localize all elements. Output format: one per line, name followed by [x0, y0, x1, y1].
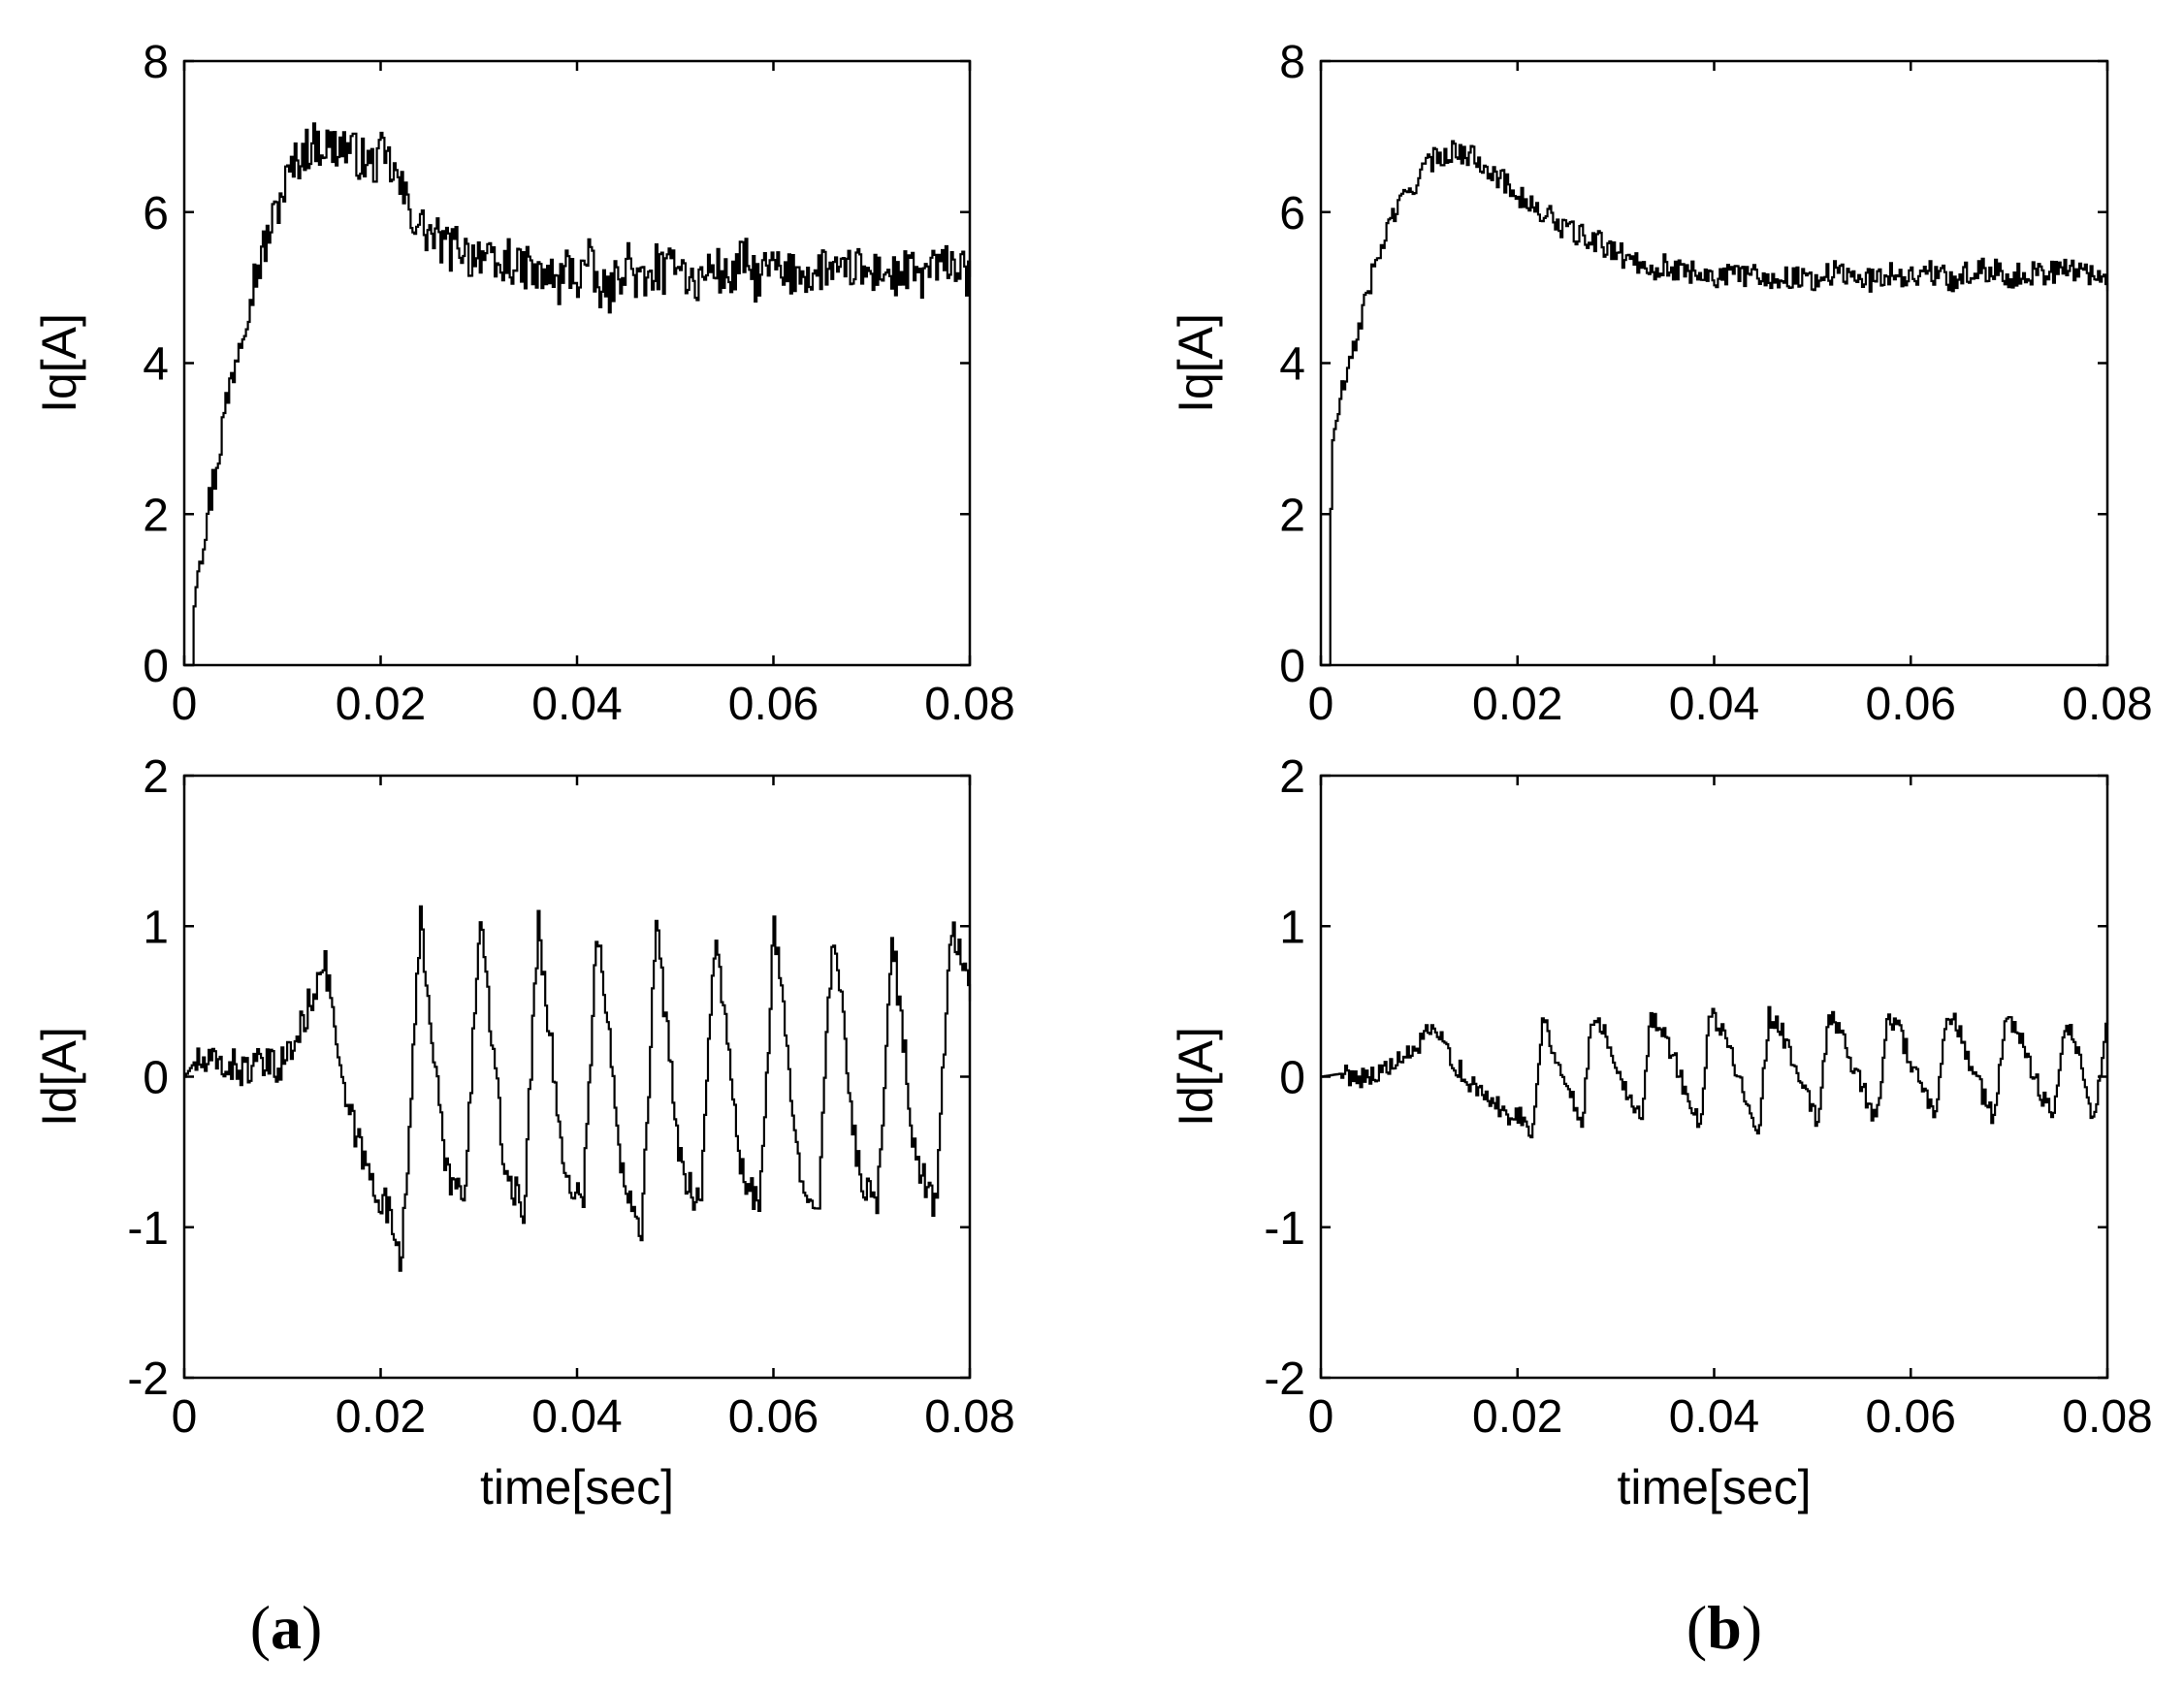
x-tick-label: 0.08 [924, 1391, 1014, 1443]
y-tick-label: -1 [127, 1203, 169, 1255]
y-tick-label: 2 [1279, 490, 1305, 541]
y-tick-label: 2 [1279, 751, 1305, 803]
panel-label-b: (b) [1686, 1593, 1762, 1662]
x-tick-label: 0.04 [531, 1391, 622, 1443]
x-tick-label: 0.04 [1669, 679, 1759, 730]
chart-a-bottom: 0 0.02 0.04 0.06 0.08 -2 -1 0 1 2 Id[A] time[sec] [32, 751, 1015, 1514]
series-line-id [184, 905, 972, 1272]
y-tick-label: 8 [1279, 37, 1305, 88]
y-axis-title: Id[A] [1169, 1027, 1223, 1127]
x-tick-label: 0 [1308, 1391, 1334, 1443]
chart-a-top: 0 0.02 0.04 0.06 0.08 0 2 4 6 8 Iq[A] [32, 37, 1015, 730]
series-line-id [1321, 1005, 2109, 1139]
y-tick-label: 0 [1279, 1053, 1305, 1104]
y-tick-label: 1 [1279, 902, 1305, 953]
y-tick-label: 1 [143, 902, 169, 953]
x-tick-label: 0.08 [924, 679, 1014, 730]
x-tick-label: 0.02 [336, 679, 426, 730]
x-axis-title: time[sec] [480, 1460, 674, 1514]
y-tick-label: 0 [143, 641, 169, 692]
x-tick-label: 0.08 [2062, 679, 2152, 730]
series-line-iq [184, 122, 972, 667]
y-axis-title: Iq[A] [1169, 313, 1223, 413]
plot-frame [1319, 774, 2109, 1380]
y-tick-label: 0 [143, 1053, 169, 1104]
y-axis-title: Id[A] [32, 1027, 86, 1127]
y-axis-title: Iq[A] [32, 313, 86, 413]
y-tick-label: 0 [1279, 641, 1305, 692]
y-tick-label: 2 [143, 490, 169, 541]
y-tick-label: 6 [143, 188, 169, 239]
y-tick-label: -2 [1264, 1354, 1305, 1405]
x-tick-label: 0 [172, 1391, 198, 1443]
x-tick-label: 0.06 [1866, 1391, 1956, 1443]
x-tick-label: 0.08 [2062, 1391, 2152, 1443]
chart-b-top: 0 0.02 0.04 0.06 0.08 0 2 4 6 8 Iq[A] [1169, 37, 2153, 730]
x-tick-label: 0.04 [531, 679, 622, 730]
x-tick-label: 0.06 [728, 1391, 819, 1443]
x-tick-label: 0 [172, 679, 198, 730]
plot-frame [182, 774, 972, 1380]
x-tick-label: 0.04 [1669, 1391, 1759, 1443]
x-tick-label: 0.06 [1866, 679, 1956, 730]
x-tick-label: 0.06 [728, 679, 819, 730]
y-tick-label: 4 [1279, 339, 1305, 391]
y-tick-label: 6 [1279, 188, 1305, 239]
y-tick-label: -2 [127, 1354, 169, 1405]
x-tick-label: 0.02 [1472, 1391, 1562, 1443]
y-tick-label: 2 [143, 751, 169, 803]
series-line-iq [1321, 140, 2109, 667]
y-tick-label: 8 [143, 37, 169, 88]
panel-label-a: (a) [250, 1593, 323, 1662]
y-tick-label: 4 [143, 339, 169, 391]
x-axis-title: time[sec] [1617, 1460, 1811, 1514]
chart-b-bottom: 0 0.02 0.04 0.06 0.08 -2 -1 0 1 2 Id[A] time[sec] [1169, 751, 2153, 1514]
x-tick-label: 0 [1308, 679, 1334, 730]
y-tick-label: -1 [1264, 1203, 1305, 1255]
x-tick-label: 0.02 [336, 1391, 426, 1443]
x-tick-label: 0.02 [1472, 679, 1562, 730]
